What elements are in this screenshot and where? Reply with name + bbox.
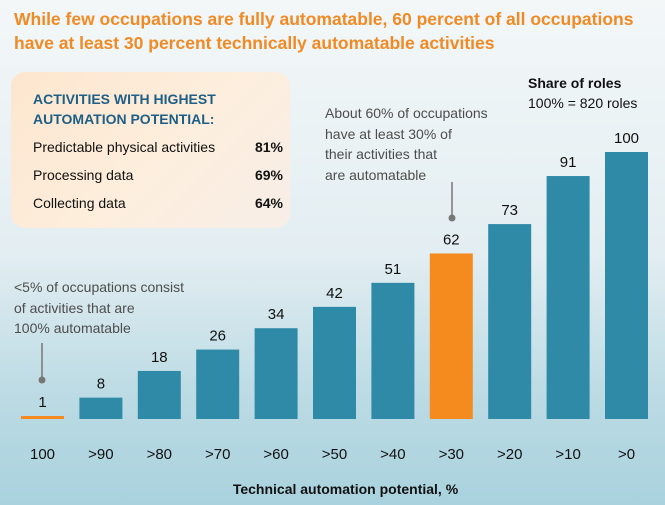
share-subtitle: 100% = 820 roles <box>528 95 638 111</box>
annotation-line: <5% of occupations consist <box>14 279 185 295</box>
bar-value-label: 51 <box>385 261 402 278</box>
bar-value-label: 42 <box>326 285 343 302</box>
share-title: Share of roles <box>528 75 622 91</box>
automation-potential-heading: ACTIVITIES WITH HIGHEST AUTOMATION POTEN… <box>33 89 283 129</box>
x-tick-label: >10 <box>555 446 580 463</box>
activity-percent: 69% <box>254 167 283 183</box>
bar-gt40 <box>371 282 415 419</box>
bar-value-label: 18 <box>151 349 168 366</box>
bar-value-label: 100 <box>614 130 639 147</box>
x-tick-label: >90 <box>88 446 113 463</box>
bar-value-label: 26 <box>209 328 226 345</box>
annotation-line: of activities that are <box>14 299 135 316</box>
bar-gt50 <box>313 306 356 419</box>
activity-label: Collecting data <box>33 195 126 211</box>
x-tick-label: >30 <box>439 446 464 463</box>
chart-title: While few occupations are fully automata… <box>14 7 654 55</box>
heading-line-1: ACTIVITIES WITH HIGHEST <box>33 91 216 107</box>
heading-line-2: AUTOMATION POTENTIAL: <box>33 111 215 127</box>
x-tick-label: >40 <box>380 446 405 463</box>
x-tick-label: 100 <box>30 446 55 463</box>
annotation-line: are automatable <box>325 166 427 183</box>
bar-value-label: 1 <box>38 394 46 411</box>
x-tick-label: >80 <box>147 446 172 463</box>
activity-label: Predictable physical activities <box>33 139 216 155</box>
x-tick-label: >50 <box>322 446 347 463</box>
annotation-line: About 60% of occupations <box>325 105 488 121</box>
bar-gt0 <box>605 152 648 419</box>
activity-row-predictable: Predictable physical activities 81% <box>33 137 283 157</box>
share-of-roles-legend: Share of roles 100% = 820 roles <box>528 73 637 113</box>
activity-percent: 64% <box>254 195 283 211</box>
x-axis-title: Technical automation potential, % <box>0 481 665 497</box>
five-percent-annotation: <5% of occupations consist of activities… <box>14 277 184 339</box>
activity-label: Processing data <box>33 167 134 183</box>
x-axis-title-text: Technical automation potential, % <box>232 481 459 497</box>
bar-value-label: 91 <box>560 154 577 171</box>
bar-value-label: 34 <box>268 306 285 323</box>
sixty-percent-annotation: About 60% of occupations have at least 3… <box>325 103 488 185</box>
automation-potential-box: ACTIVITIES WITH HIGHEST AUTOMATION POTEN… <box>11 72 290 228</box>
five-annotation-dot <box>38 376 46 384</box>
x-tick-label: >70 <box>205 446 230 463</box>
bar-gt10 <box>546 176 590 419</box>
sixty-annotation-dot <box>448 214 456 222</box>
x-tick-label: >60 <box>263 446 288 463</box>
bar-value-label: 62 <box>443 231 460 248</box>
annotation-line: 100% automatable <box>14 320 131 336</box>
bar-value-label: 8 <box>97 376 105 393</box>
bar-value-label: 73 <box>501 202 518 219</box>
bar-gt90 <box>79 397 123 419</box>
annotation-line: have at least 30% of <box>325 125 452 142</box>
bar-gt30 <box>429 253 473 419</box>
activity-percent: 81% <box>254 139 283 155</box>
x-tick-label: >20 <box>497 446 522 463</box>
annotation-line: their activities that <box>325 146 438 162</box>
bar-gt60 <box>254 328 298 419</box>
bar-gt70 <box>196 349 240 419</box>
activity-row-processing: Processing data 69% <box>33 165 283 185</box>
bar-100 <box>21 416 64 419</box>
chart-title-line-1: While few occupations are fully automata… <box>14 9 634 29</box>
activity-row-collecting: Collecting data 64% <box>33 193 283 213</box>
chart-title-line-2: have at least 30 percent technically aut… <box>14 33 495 53</box>
bar-gt80 <box>137 370 181 419</box>
x-tick-label: >0 <box>618 446 635 463</box>
bar-gt20 <box>488 224 532 419</box>
